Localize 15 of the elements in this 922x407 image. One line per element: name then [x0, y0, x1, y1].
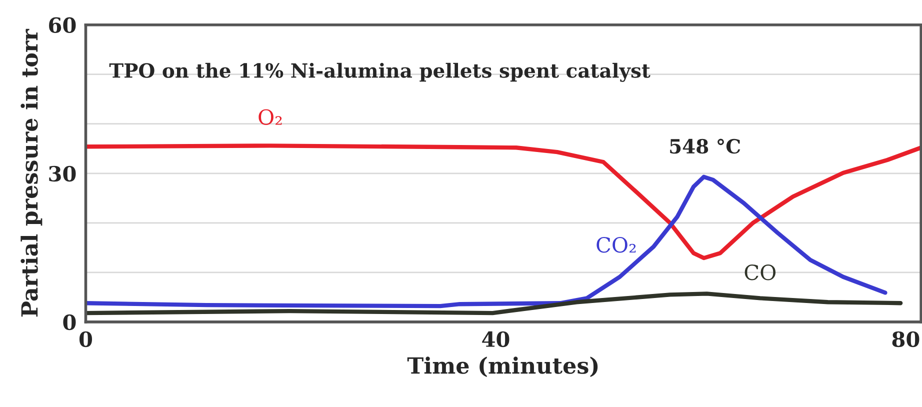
- y-tick-label: 30: [49, 166, 76, 182]
- series-label: CO₂: [596, 236, 636, 253]
- x-tick-label: 0: [79, 331, 92, 348]
- series-label: CO: [744, 264, 776, 280]
- line-series: [86, 174, 888, 308]
- y-tick-label: 60: [49, 17, 76, 34]
- y-tick-label: 0: [63, 314, 76, 330]
- x-tick-label: 80: [892, 331, 920, 348]
- annotation: 548 °C: [670, 138, 740, 154]
- text: TPO on the 11% Ni-alumina pellets spent catalyst: [109, 62, 650, 82]
- series-label: O₂: [258, 109, 282, 125]
- line-series: [86, 292, 903, 316]
- x-axis-title: Time (minutes): [407, 356, 598, 378]
- x-tick-label: 40: [482, 331, 510, 348]
- y-axis-title: Partial pressure in torr: [20, 28, 42, 317]
